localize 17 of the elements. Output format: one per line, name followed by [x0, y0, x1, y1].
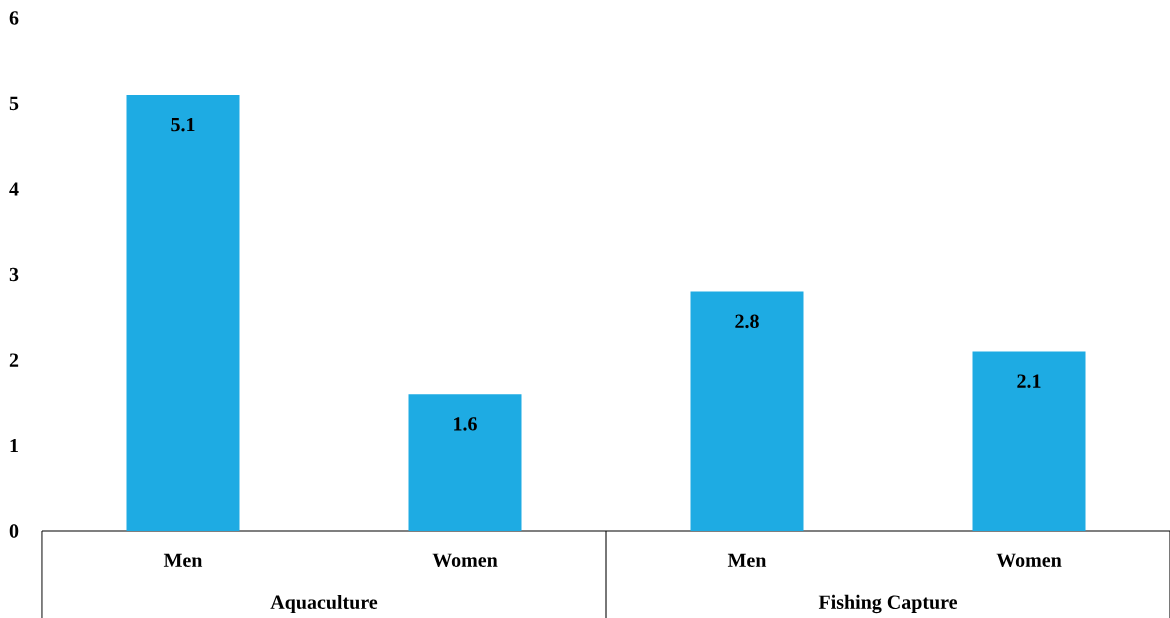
y-tick-label: 2: [9, 353, 19, 367]
x-tick-label: Women: [996, 553, 1062, 568]
x-tick-label: Men: [727, 553, 767, 567]
data-label: 2.8: [735, 314, 759, 329]
y-tick-label: 0: [9, 524, 19, 538]
y-tick-label: 1: [10, 438, 18, 453]
data-label: 5.1: [171, 117, 195, 132]
text: Aquaculture: [270, 594, 378, 614]
x-tick-label: Women: [432, 553, 498, 568]
text: Fishing Capture: [818, 594, 958, 614]
x-tick-label: Men: [163, 553, 203, 567]
data-label: 1.6: [454, 417, 477, 431]
y-tick-label: 5: [9, 96, 19, 111]
y-tick-label: 6: [9, 11, 19, 25]
y-tick-label: 3: [9, 267, 19, 282]
data-label: 2.1: [1017, 374, 1041, 388]
y-tick-label: 4: [9, 182, 19, 196]
